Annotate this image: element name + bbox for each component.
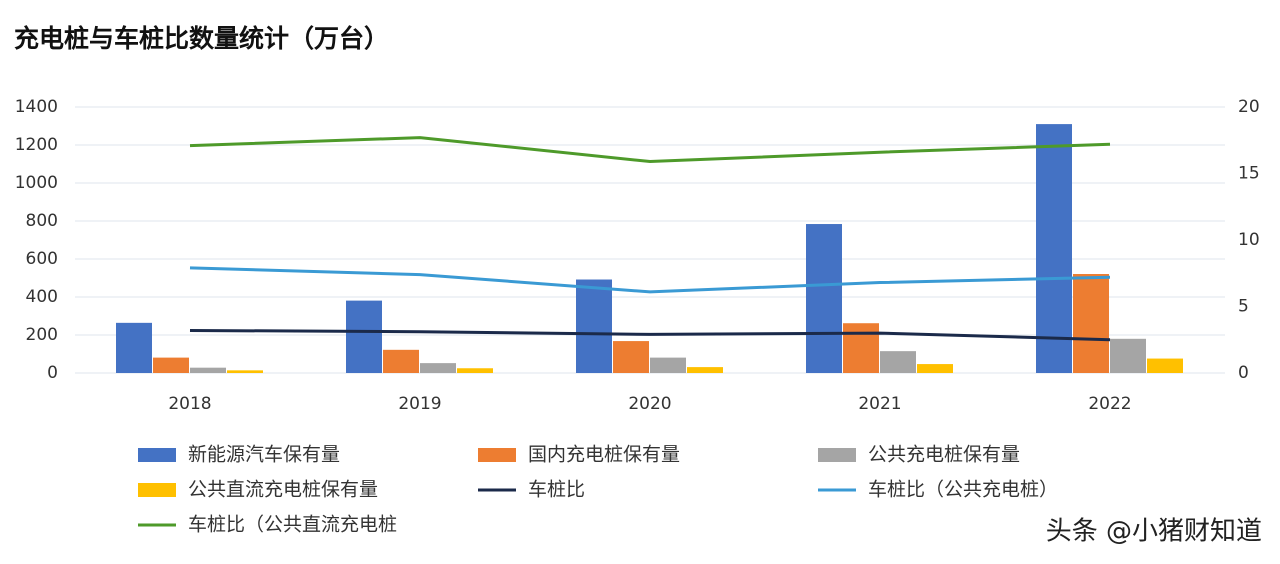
bar xyxy=(650,357,686,373)
bar xyxy=(1073,274,1109,373)
bar xyxy=(190,367,226,373)
line-series xyxy=(189,136,1111,164)
watermark: 头条 @小猪财知道 xyxy=(1046,517,1262,547)
y-tick-label: 1000 xyxy=(15,173,58,193)
y-tick-label: 200 xyxy=(26,325,58,345)
bar xyxy=(1147,358,1183,373)
bar xyxy=(1036,124,1072,373)
y2-tick-label: 15 xyxy=(1238,164,1260,184)
legend-swatch xyxy=(818,448,856,462)
legend-label: 新能源汽车保有量 xyxy=(188,444,340,466)
line-series xyxy=(189,328,1111,342)
bar xyxy=(576,279,612,373)
x-tick-label: 2021 xyxy=(858,394,901,414)
x-tick-label: 2022 xyxy=(1088,394,1131,414)
y2-tick-label: 5 xyxy=(1238,297,1249,317)
legend-swatch xyxy=(478,448,516,462)
y-tick-label: 400 xyxy=(26,287,58,307)
legend-label: 车桩比 xyxy=(528,479,585,501)
line-series xyxy=(189,266,1111,294)
bar xyxy=(806,224,842,373)
bar xyxy=(116,322,152,373)
bar xyxy=(843,323,879,373)
legend-label: 车桩比（公共直流充电桩 xyxy=(188,514,397,536)
legend-label: 国内充电桩保有量 xyxy=(528,444,680,466)
legend-label: 车桩比（公共充电桩） xyxy=(868,479,1058,501)
bar xyxy=(1110,338,1146,373)
y2-tick-label: 0 xyxy=(1238,363,1249,383)
bar xyxy=(457,368,493,373)
y-tick-label: 800 xyxy=(26,211,58,231)
bar xyxy=(346,300,382,373)
legend-swatch xyxy=(138,448,176,462)
y2-tick-label: 10 xyxy=(1238,230,1260,250)
x-tick-label: 2019 xyxy=(398,394,441,414)
x-tick-label: 2020 xyxy=(628,394,671,414)
chart-title: 充电桩与车桩比数量统计（万台） xyxy=(14,24,389,53)
bar xyxy=(613,341,649,373)
y-tick-label: 0 xyxy=(47,363,58,383)
bar xyxy=(383,349,419,373)
y2-tick-label: 20 xyxy=(1238,97,1260,117)
bar xyxy=(880,351,916,373)
y-tick-label: 1400 xyxy=(15,97,58,117)
x-tick-label: 2018 xyxy=(168,394,211,414)
bar xyxy=(227,370,263,373)
legend-label: 公共直流充电桩保有量 xyxy=(188,479,378,501)
bar xyxy=(153,357,189,373)
y-tick-label: 1200 xyxy=(15,135,58,155)
legend-swatch xyxy=(138,483,176,497)
y-tick-label: 600 xyxy=(26,249,58,269)
bar xyxy=(687,367,723,373)
bar xyxy=(917,364,953,373)
legend-label: 公共充电桩保有量 xyxy=(868,444,1020,466)
bar xyxy=(420,363,456,373)
